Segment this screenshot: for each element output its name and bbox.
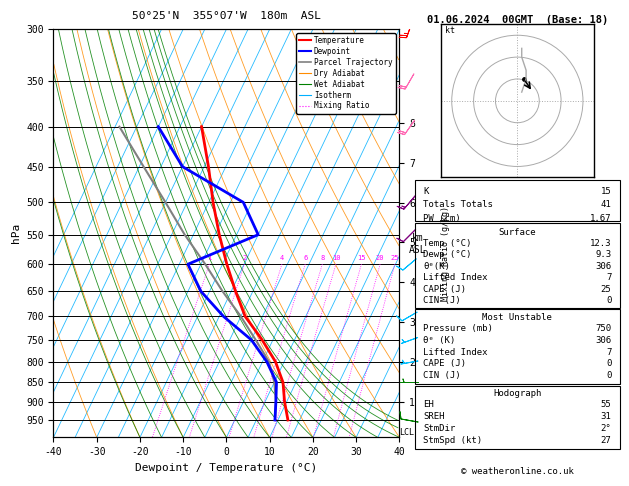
Y-axis label: km
ASL: km ASL	[409, 233, 426, 255]
Text: EH: EH	[423, 400, 434, 409]
Text: 9.3: 9.3	[595, 250, 611, 259]
Text: CAPE (J): CAPE (J)	[423, 285, 466, 294]
Text: StmSpd (kt): StmSpd (kt)	[423, 436, 482, 445]
Text: 1: 1	[207, 255, 211, 261]
Text: 55: 55	[601, 400, 611, 409]
Text: CIN (J): CIN (J)	[423, 371, 461, 380]
Text: Lifted Index: Lifted Index	[423, 347, 488, 357]
Text: 1.67: 1.67	[590, 214, 611, 223]
Text: 31: 31	[601, 412, 611, 421]
X-axis label: Dewpoint / Temperature (°C): Dewpoint / Temperature (°C)	[135, 463, 318, 473]
Text: 0: 0	[606, 359, 611, 368]
Text: © weatheronline.co.uk: © weatheronline.co.uk	[461, 467, 574, 476]
Text: 8: 8	[320, 255, 325, 261]
Text: 15: 15	[357, 255, 365, 261]
Text: Lifted Index: Lifted Index	[423, 273, 488, 282]
Text: K: K	[423, 187, 429, 196]
Text: θᵉ(K): θᵉ(K)	[423, 261, 450, 271]
Text: PW (cm): PW (cm)	[423, 214, 461, 223]
Text: 01.06.2024  00GMT  (Base: 18): 01.06.2024 00GMT (Base: 18)	[426, 15, 608, 25]
Text: 27: 27	[601, 436, 611, 445]
Text: 12.3: 12.3	[590, 239, 611, 248]
Text: 306: 306	[595, 261, 611, 271]
Text: LCL: LCL	[399, 428, 415, 436]
Text: Surface: Surface	[499, 227, 536, 237]
Text: 6: 6	[303, 255, 308, 261]
Text: Pressure (mb): Pressure (mb)	[423, 324, 493, 333]
Text: 25: 25	[391, 255, 399, 261]
Text: 2: 2	[242, 255, 247, 261]
Text: 750: 750	[595, 324, 611, 333]
Text: 306: 306	[595, 336, 611, 345]
Text: 41: 41	[601, 200, 611, 209]
Text: Mixing Ratio (g/kg): Mixing Ratio (g/kg)	[441, 206, 450, 301]
Text: 7: 7	[606, 273, 611, 282]
Text: kt: kt	[445, 26, 455, 35]
Text: 10: 10	[331, 255, 340, 261]
Text: 7: 7	[606, 347, 611, 357]
Text: CIN (J): CIN (J)	[423, 296, 461, 305]
Text: θᵉ (K): θᵉ (K)	[423, 336, 455, 345]
Text: CAPE (J): CAPE (J)	[423, 359, 466, 368]
Text: 50°25'N  355°07'W  180m  ASL: 50°25'N 355°07'W 180m ASL	[132, 11, 321, 21]
Text: Totals Totals: Totals Totals	[423, 200, 493, 209]
Text: 0: 0	[606, 296, 611, 305]
Text: SREH: SREH	[423, 412, 445, 421]
Text: 4: 4	[280, 255, 284, 261]
Text: 25: 25	[601, 285, 611, 294]
Y-axis label: hPa: hPa	[11, 223, 21, 243]
Text: Hodograph: Hodograph	[493, 389, 542, 398]
Text: 0: 0	[606, 371, 611, 380]
Text: StmDir: StmDir	[423, 424, 455, 433]
Text: 15: 15	[601, 187, 611, 196]
Text: Temp (°C): Temp (°C)	[423, 239, 472, 248]
Text: 20: 20	[376, 255, 384, 261]
Text: 2°: 2°	[601, 424, 611, 433]
Legend: Temperature, Dewpoint, Parcel Trajectory, Dry Adiabat, Wet Adiabat, Isotherm, Mi: Temperature, Dewpoint, Parcel Trajectory…	[296, 33, 396, 114]
Text: Dewp (°C): Dewp (°C)	[423, 250, 472, 259]
Text: Most Unstable: Most Unstable	[482, 313, 552, 322]
